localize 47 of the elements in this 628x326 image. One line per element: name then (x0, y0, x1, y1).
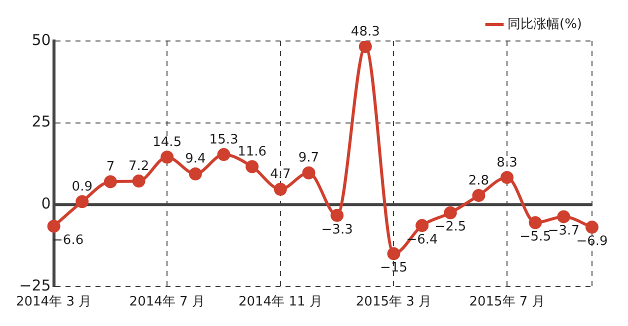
data-label: 0.9 (72, 180, 92, 195)
point (160, 150, 174, 164)
point (586, 220, 598, 234)
x-tick-label: 2014年 7 月 (129, 294, 205, 310)
data-label: −3.3 (321, 222, 353, 238)
data-label: −2.5 (434, 220, 466, 235)
point (76, 195, 89, 208)
point (274, 182, 287, 196)
point (387, 247, 400, 260)
x-tick-label: 2015年 7 月 (469, 294, 545, 310)
data-label: 14.5 (152, 135, 182, 150)
data-label: −6.9 (576, 234, 608, 250)
y-tick-label: −25 (19, 276, 51, 294)
point (528, 216, 542, 230)
point (217, 148, 230, 162)
data-label: 9.4 (185, 152, 206, 167)
point (104, 175, 117, 188)
data-label: 7.2 (128, 158, 150, 174)
data-label: 4.7 (270, 167, 291, 182)
data-label: 11.6 (238, 144, 267, 160)
y-tick-label: 0 (41, 194, 51, 212)
point (444, 206, 457, 220)
point (330, 208, 344, 222)
data-label: 2.8 (468, 173, 490, 188)
point (416, 219, 429, 232)
point (188, 167, 202, 180)
point (302, 166, 316, 180)
data-label: 8.3 (496, 155, 518, 170)
data-label: 7 (106, 160, 115, 175)
point (500, 170, 514, 184)
y-tick-label: 25 (32, 112, 51, 131)
x-tick-label: 2014年 11 月 (238, 294, 322, 310)
data-label: −5.5 (520, 229, 552, 244)
point (132, 174, 146, 188)
data-label: 9.7 (298, 150, 320, 166)
point (358, 41, 372, 54)
y-tick-label: 50 (32, 30, 51, 49)
point (557, 210, 570, 224)
point (472, 188, 486, 202)
data-label: 48.3 (350, 24, 380, 40)
point (47, 220, 60, 233)
x-tick-label: 2014年 3 月 (16, 294, 92, 310)
data-label: −15 (380, 260, 408, 276)
x-tick-label: 2015年 3 月 (356, 294, 432, 310)
point (246, 160, 259, 174)
legend-label: 同比涨幅(%) (508, 16, 582, 32)
data-label: 15.3 (209, 132, 238, 148)
